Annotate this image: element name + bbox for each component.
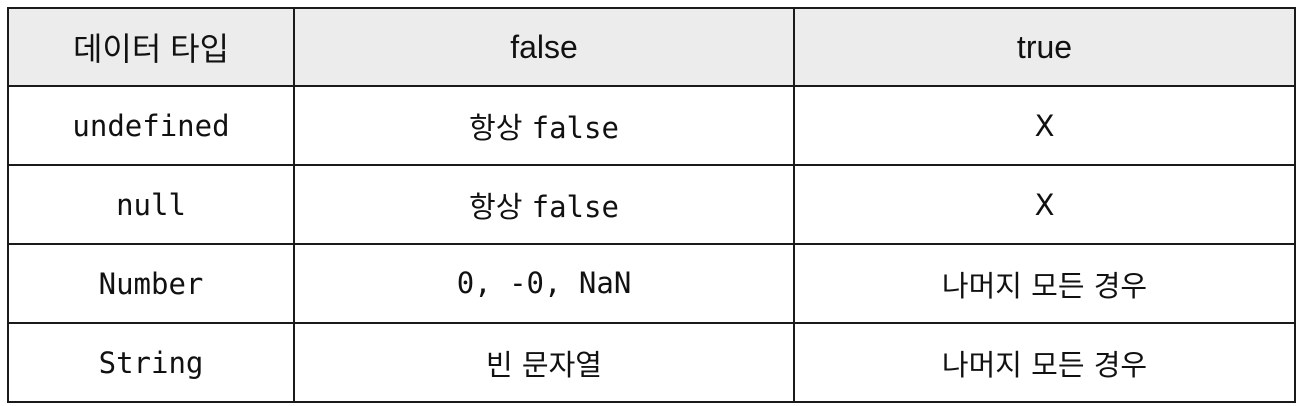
cell-true: 나머지 모든 경우	[793, 322, 1296, 403]
cell-false: 빈 문자열	[293, 322, 795, 403]
cell-false: 항상 false	[293, 85, 795, 166]
cell-false-text: 항상	[469, 110, 532, 145]
truthiness-table-container: 데이터 타입 false true undefined 항상 false X n…	[7, 7, 1296, 403]
table-row: Number 0, -0, NaN 나머지 모든 경우	[7, 243, 1296, 324]
cell-true: 나머지 모든 경우	[793, 243, 1296, 324]
cell-false: 항상 false	[293, 164, 795, 245]
cell-type: undefined	[7, 85, 295, 166]
table-body: undefined 항상 false X null 항상 false X Num…	[7, 85, 1296, 403]
header-false: false	[293, 7, 795, 87]
cell-type: Number	[7, 243, 295, 324]
cell-false-text: 항상	[469, 189, 532, 224]
cell-false-text: 빈 문자열	[486, 347, 602, 382]
table-row: undefined 항상 false X	[7, 85, 1296, 166]
header-true: true	[793, 7, 1296, 87]
table-row: String 빈 문자열 나머지 모든 경우	[7, 322, 1296, 403]
truthiness-table: 데이터 타입 false true undefined 항상 false X n…	[7, 7, 1296, 403]
cell-false: 0, -0, NaN	[293, 243, 795, 324]
cell-false-code: false	[531, 189, 619, 224]
table-row: null 항상 false X	[7, 164, 1296, 245]
table-header: 데이터 타입 false true	[7, 7, 1296, 87]
header-data-type: 데이터 타입	[7, 7, 295, 87]
header-row: 데이터 타입 false true	[7, 7, 1296, 87]
cell-type: String	[7, 322, 295, 403]
cell-false-code: 0, -0, NaN	[456, 266, 632, 300]
cell-true: X	[793, 164, 1296, 245]
cell-true: X	[793, 85, 1296, 166]
cell-false-code: false	[531, 110, 619, 145]
cell-type: null	[7, 164, 295, 245]
